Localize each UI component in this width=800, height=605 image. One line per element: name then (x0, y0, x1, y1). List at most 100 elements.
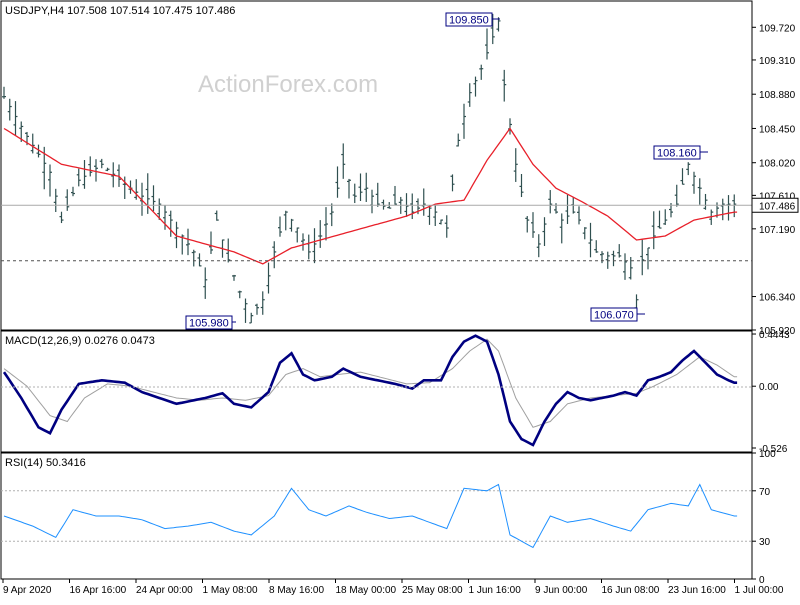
price-bar (651, 211, 656, 250)
price-bar (548, 190, 553, 214)
price-tick-label: 105.920 (759, 326, 796, 337)
price-bar (732, 194, 737, 218)
price-bar (197, 253, 202, 267)
price-bar (559, 213, 564, 244)
price-bar (105, 167, 110, 172)
price-bar (726, 195, 731, 221)
macd-axis-ticks: 0.4443 0.00 -0.526 (752, 330, 790, 455)
time-tick-label: 25 May 08:00 (402, 585, 463, 596)
price-bar (674, 184, 679, 207)
rsi-tick-label: 70 (759, 487, 771, 498)
price-bar (439, 219, 443, 225)
price-bar (295, 227, 300, 243)
price-annotation: 106.070 (590, 307, 645, 322)
rsi-tick-label: 100 (759, 449, 776, 460)
price-tick-label: 108.450 (759, 124, 796, 135)
price-bar (628, 257, 633, 280)
annotation-label: 108.160 (657, 148, 697, 160)
price-bar (519, 174, 524, 198)
horizontal-levels (1, 204, 752, 262)
price-bar (174, 221, 179, 249)
macd-tick-label: 0.00 (759, 382, 779, 393)
price-bar (341, 143, 346, 179)
price-bar (255, 303, 259, 315)
time-tick-label: 9 Jun 00:00 (535, 585, 588, 596)
price-bar (513, 148, 518, 182)
price-tick-label: 107.190 (759, 225, 796, 236)
price-bar (209, 231, 213, 254)
price-bar (473, 76, 478, 97)
price-bar (582, 227, 587, 240)
price-bar (134, 179, 139, 200)
annotation-label: 106.070 (594, 310, 634, 322)
rsi-axis-ticks: 100 70 30 0 (752, 449, 776, 586)
price-bar (433, 205, 438, 227)
time-tick-label: 9 Apr 2020 (3, 585, 52, 596)
macd-line (2, 334, 738, 447)
price-tick-label: 109.310 (759, 56, 796, 67)
price-bar (456, 133, 461, 147)
price-bar (13, 101, 18, 136)
price-bar (657, 210, 662, 229)
price-bar (358, 173, 363, 201)
price-bar (640, 239, 645, 276)
price-bar (364, 172, 369, 202)
price-bar (427, 205, 432, 225)
price-bar (186, 228, 190, 256)
price-bar (157, 198, 162, 220)
price-bar (600, 251, 604, 264)
price-bars (2, 13, 737, 324)
price-bar (347, 178, 351, 199)
time-tick-label: 24 Apr 00:00 (136, 585, 193, 596)
macd-tick-label: 0.4443 (759, 330, 790, 341)
time-tick-label: 1 Jul 00:00 (735, 585, 784, 596)
price-bar (82, 160, 87, 189)
price-bar (623, 253, 627, 280)
price-bar (266, 262, 271, 294)
price-bar (312, 228, 317, 264)
price-tick-label: 107.610 (759, 191, 796, 202)
price-pane (0, 0, 753, 331)
macd-title: MACD(12,26,9) 0.0276 0.0473 (5, 335, 155, 347)
price-bar (496, 17, 501, 32)
price-bar (450, 174, 455, 192)
annotation-label: 105.980 (189, 318, 229, 330)
price-bar (99, 158, 104, 169)
price-tick-label: 106.340 (759, 293, 796, 304)
price-bar (352, 183, 357, 204)
macd-signal-line (3, 338, 738, 428)
price-bar (88, 156, 93, 177)
price-bar (7, 98, 12, 121)
price-bar (485, 28, 489, 60)
price-bar (151, 185, 156, 212)
price-bar (59, 211, 64, 224)
price-bar (48, 164, 52, 197)
price-bar (243, 298, 248, 323)
rsi-title: RSI(14) 50.3416 (5, 457, 86, 469)
price-bar (697, 178, 702, 205)
price-bar (502, 69, 507, 102)
price-bar (467, 83, 472, 107)
rsi-pane (0, 452, 753, 580)
price-bar (410, 193, 415, 220)
price-bar (301, 233, 305, 251)
price-bar (232, 274, 236, 281)
current-price-label: 107.486 (759, 201, 796, 212)
price-bar (65, 189, 70, 211)
price-bar (375, 182, 380, 207)
macd-tick-label: -0.526 (759, 444, 788, 455)
price-bar (421, 188, 426, 216)
price-bar (214, 210, 219, 221)
price-bar (393, 185, 397, 205)
annotation-label: 109.850 (449, 15, 489, 27)
price-bar (554, 203, 558, 214)
price-bar (588, 222, 593, 258)
current-price-box (751, 197, 799, 213)
price-bar (168, 210, 173, 237)
price-bar (278, 216, 282, 237)
rsi-tick-label: 0 (759, 575, 765, 586)
price-bar (318, 220, 323, 248)
current-price-marker: 107.486 (751, 197, 799, 213)
